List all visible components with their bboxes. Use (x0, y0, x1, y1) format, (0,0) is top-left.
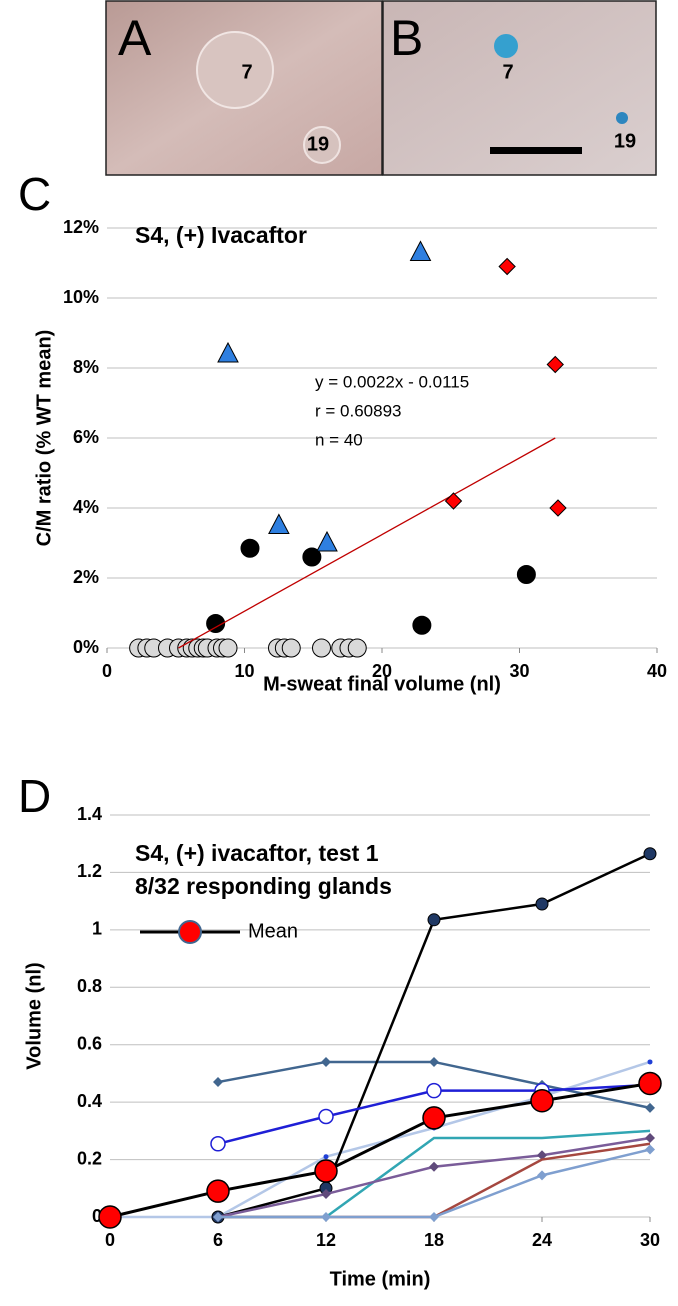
point (645, 1102, 655, 1113)
y-tick-label: 12% (63, 217, 99, 237)
point (429, 1161, 439, 1172)
point (318, 1108, 334, 1125)
y-axis-label: Volume (nl) (23, 962, 45, 1069)
point (268, 513, 290, 534)
point (321, 1056, 331, 1067)
point (316, 530, 338, 552)
x-tick-label: 0 (105, 1230, 115, 1250)
annotation: y = 0.0022x - 0.0115 (315, 372, 469, 391)
y-tick-label: 0.2 (77, 1148, 102, 1168)
point (537, 1170, 547, 1181)
x-axis-label: Time (min) (330, 1268, 431, 1290)
point (213, 1212, 223, 1222)
y-tick-label: 6% (73, 427, 99, 447)
x-tick-label: 0 (102, 661, 112, 681)
y-tick-label: 1.4 (77, 804, 102, 824)
point (206, 614, 226, 633)
point (643, 847, 657, 861)
y-tick-label: 10% (63, 287, 99, 307)
chart-title: 8/32 responding glands (135, 873, 392, 899)
point (206, 1179, 230, 1203)
y-tick-label: 0% (73, 637, 99, 657)
point (213, 1077, 223, 1088)
point (217, 341, 239, 363)
series-line (217, 1136, 651, 1219)
annotation: n = 40 (315, 430, 363, 449)
point (314, 1159, 338, 1183)
x-tick-label: 6 (213, 1230, 223, 1250)
photo-annotation: 7 (241, 61, 252, 83)
point (302, 547, 322, 567)
y-tick-label: 0.4 (77, 1091, 102, 1111)
y-tick-label: 0.6 (77, 1033, 102, 1053)
x-tick-label: 10 (234, 661, 254, 681)
point (98, 1205, 122, 1229)
trendline (178, 437, 556, 649)
point (516, 565, 536, 584)
point (422, 1106, 446, 1130)
panel-label: B (390, 10, 423, 66)
point (409, 240, 432, 261)
point (645, 1133, 655, 1144)
photo-annotation: 7 (502, 61, 513, 83)
point (530, 1088, 554, 1113)
photo-annotation: 19 (307, 133, 329, 155)
point (210, 1136, 226, 1152)
point (281, 638, 301, 658)
photo-b (382, 0, 657, 176)
point (638, 1071, 662, 1096)
point (426, 1082, 442, 1099)
point (347, 638, 367, 658)
legend-label: Mean (248, 920, 298, 942)
point (537, 1150, 547, 1161)
point (312, 638, 331, 658)
point (321, 1189, 331, 1200)
point (645, 1144, 655, 1155)
point (427, 913, 441, 927)
panel-label: C (18, 168, 51, 220)
x-tick-label: 30 (509, 661, 529, 681)
chart-title: S4, (+) ivacaftor, test 1 (135, 840, 379, 866)
y-tick-label: 0.8 (77, 976, 102, 996)
x-tick-label: 40 (647, 661, 667, 681)
y-tick-label: 2% (73, 567, 99, 587)
chart-title: S4, (+) Ivacaftor (135, 222, 307, 248)
panel-label: D (18, 770, 51, 822)
y-axis-label: C/M ratio (% WT mean) (33, 330, 55, 547)
point (412, 615, 432, 635)
point (218, 638, 238, 658)
y-tick-label: 4% (73, 497, 99, 517)
y-tick-label: 1 (92, 919, 102, 939)
legend-marker (178, 920, 202, 944)
photo-a (105, 0, 383, 176)
point (549, 499, 567, 517)
point (498, 257, 516, 276)
point (546, 355, 564, 374)
panel-label: A (118, 10, 152, 66)
x-tick-label: 24 (532, 1230, 552, 1250)
x-tick-label: 18 (424, 1230, 444, 1250)
point (429, 1212, 439, 1222)
point (321, 1212, 331, 1222)
x-tick-label: 20 (372, 661, 392, 681)
y-tick-label: 8% (73, 357, 99, 377)
series-line (110, 1060, 651, 1219)
point (240, 538, 260, 558)
point (323, 1154, 329, 1160)
point (429, 1056, 439, 1067)
point (647, 1059, 653, 1065)
x-tick-label: 12 (316, 1230, 336, 1250)
photo-annotation: 19 (614, 130, 636, 152)
point (535, 897, 549, 911)
x-tick-label: 30 (640, 1230, 660, 1250)
annotation: r = 0.60893 (315, 401, 402, 420)
x-axis-label: M-sweat final volume (nl) (263, 673, 501, 695)
point (444, 492, 463, 510)
y-tick-label: 1.2 (77, 861, 102, 881)
y-tick-label: 0 (92, 1206, 102, 1226)
series-line (109, 1081, 651, 1219)
